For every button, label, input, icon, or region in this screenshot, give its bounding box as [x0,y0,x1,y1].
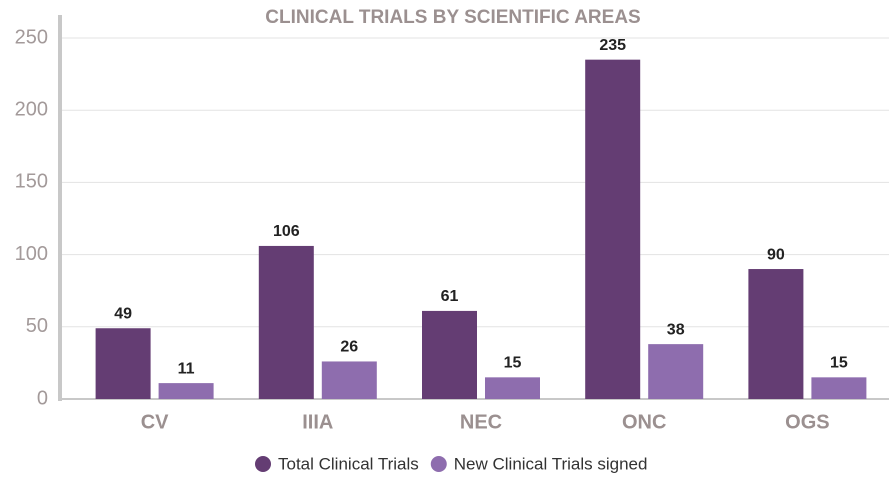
bar [648,344,704,399]
data-label: 15 [504,355,522,372]
y-tick-label: 150 [15,171,48,193]
chart-title: CLINICAL TRIALS BY SCIENTIFIC AREAS [265,7,640,28]
data-label: 15 [830,355,848,372]
bar [811,377,867,399]
x-tick-label: OGS [785,411,829,433]
y-tick-label: 100 [15,243,48,265]
bar [321,361,377,399]
y-tick-label: 0 [37,387,48,409]
data-label: 106 [273,223,300,240]
legend-label: New Clinical Trials signed [454,454,648,473]
data-label: 90 [767,246,785,263]
x-tick-label: CV [141,411,169,433]
data-label: 26 [340,339,358,356]
data-label: 49 [114,305,132,322]
data-label: 11 [178,360,195,377]
bar [158,383,214,399]
y-tick-label: 200 [15,98,48,120]
bar [258,245,314,399]
bar [485,377,540,399]
legend-swatch [255,456,271,472]
x-tick-label: ONC [622,411,666,433]
data-label: 235 [599,37,626,54]
bar [585,59,641,399]
x-tick-label: NEC [460,411,502,433]
data-label: 61 [441,288,459,305]
y-tick-label: 250 [15,26,48,48]
x-tick-label: IIIA [302,411,333,433]
bar [422,310,477,399]
data-label: 38 [667,321,685,338]
legend-swatch [430,456,447,472]
bar [95,328,151,399]
bar [748,269,804,399]
legend-label: Total Clinical Trials [278,454,419,473]
y-tick-label: 50 [26,315,48,337]
